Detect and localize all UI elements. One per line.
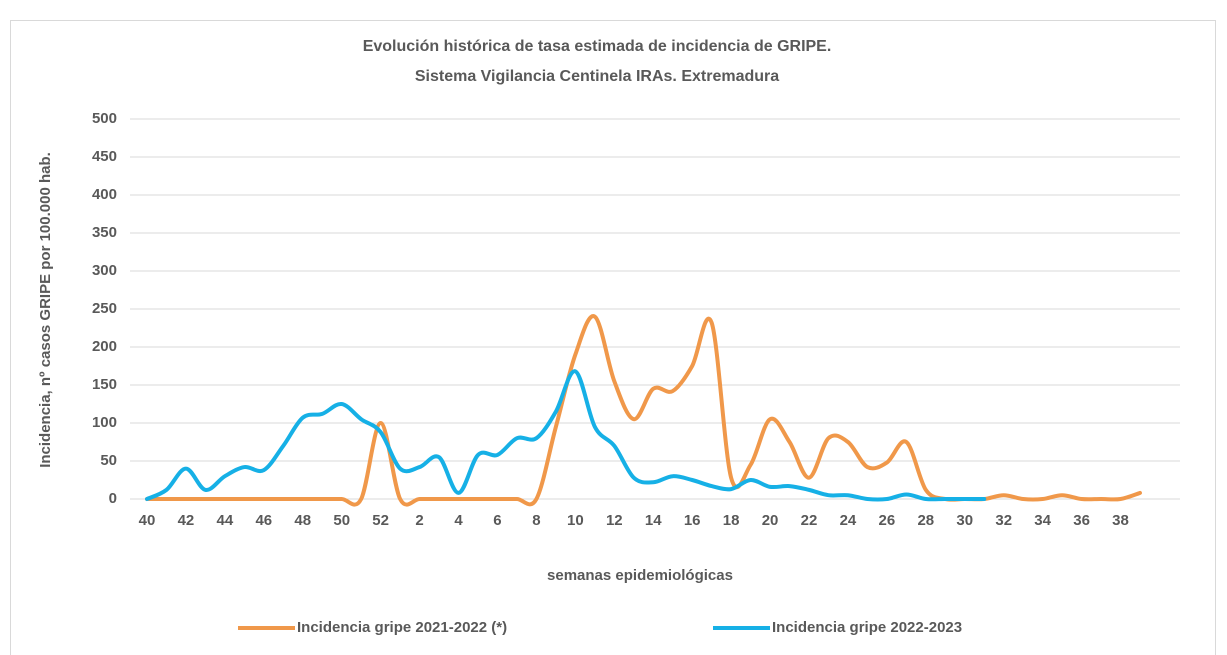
x-tick-label: 50: [333, 512, 350, 529]
x-tick-label: 26: [879, 512, 896, 529]
chart-frame: [10, 20, 1216, 655]
x-tick-label: 28: [917, 512, 934, 529]
y-tick-label: 250: [92, 300, 117, 317]
x-tick-label: 34: [1034, 512, 1051, 529]
x-tick-label: 40: [139, 512, 156, 529]
x-tick-label: 36: [1073, 512, 1090, 529]
x-tick-label: 18: [723, 512, 740, 529]
x-tick-label: 6: [493, 512, 501, 529]
y-tick-label: 450: [92, 148, 117, 165]
x-tick-label: 32: [995, 512, 1012, 529]
y-axis-title: Incidencia, nº casos GRIPE por 100.000 h…: [37, 152, 54, 468]
series-line: [145, 369, 987, 502]
x-tick-label: 10: [567, 512, 584, 529]
x-tick-label: 48: [294, 512, 311, 529]
x-tick-label: 8: [532, 512, 540, 529]
x-tick-label: 20: [762, 512, 779, 529]
x-tick-label: 22: [801, 512, 818, 529]
x-tick-label: 46: [255, 512, 272, 529]
x-tick-label: 38: [1112, 512, 1129, 529]
y-tick-label: 300: [92, 262, 117, 279]
legend-label: Incidencia gripe 2022-2023: [772, 619, 962, 636]
y-tick-label: 500: [92, 110, 117, 127]
y-tick-label: 150: [92, 376, 117, 393]
y-tick-label: 100: [92, 414, 117, 431]
x-axis-title: semanas epidemiológicas: [547, 567, 733, 584]
x-tick-label: 44: [217, 512, 234, 529]
x-tick-label: 16: [684, 512, 701, 529]
x-tick-label: 12: [606, 512, 623, 529]
x-tick-label: 2: [415, 512, 423, 529]
y-tick-label: 50: [100, 452, 117, 469]
x-tick-label: 24: [840, 512, 857, 529]
x-tick-label: 14: [645, 512, 662, 529]
y-tick-label: 200: [92, 338, 117, 355]
x-tick-label: 42: [178, 512, 195, 529]
chart-subtitle: Sistema Vigilancia Centinela IRAs. Extre…: [415, 68, 779, 85]
x-tick-label: 52: [372, 512, 389, 529]
chart-title: Evolución histórica de tasa estimada de …: [363, 38, 832, 55]
y-tick-label: 0: [109, 490, 117, 507]
y-tick-label: 400: [92, 186, 117, 203]
x-tick-label: 30: [956, 512, 973, 529]
y-tick-label: 350: [92, 224, 117, 241]
legend-label: Incidencia gripe 2021-2022 (*): [297, 619, 507, 636]
x-tick-label: 4: [454, 512, 463, 529]
